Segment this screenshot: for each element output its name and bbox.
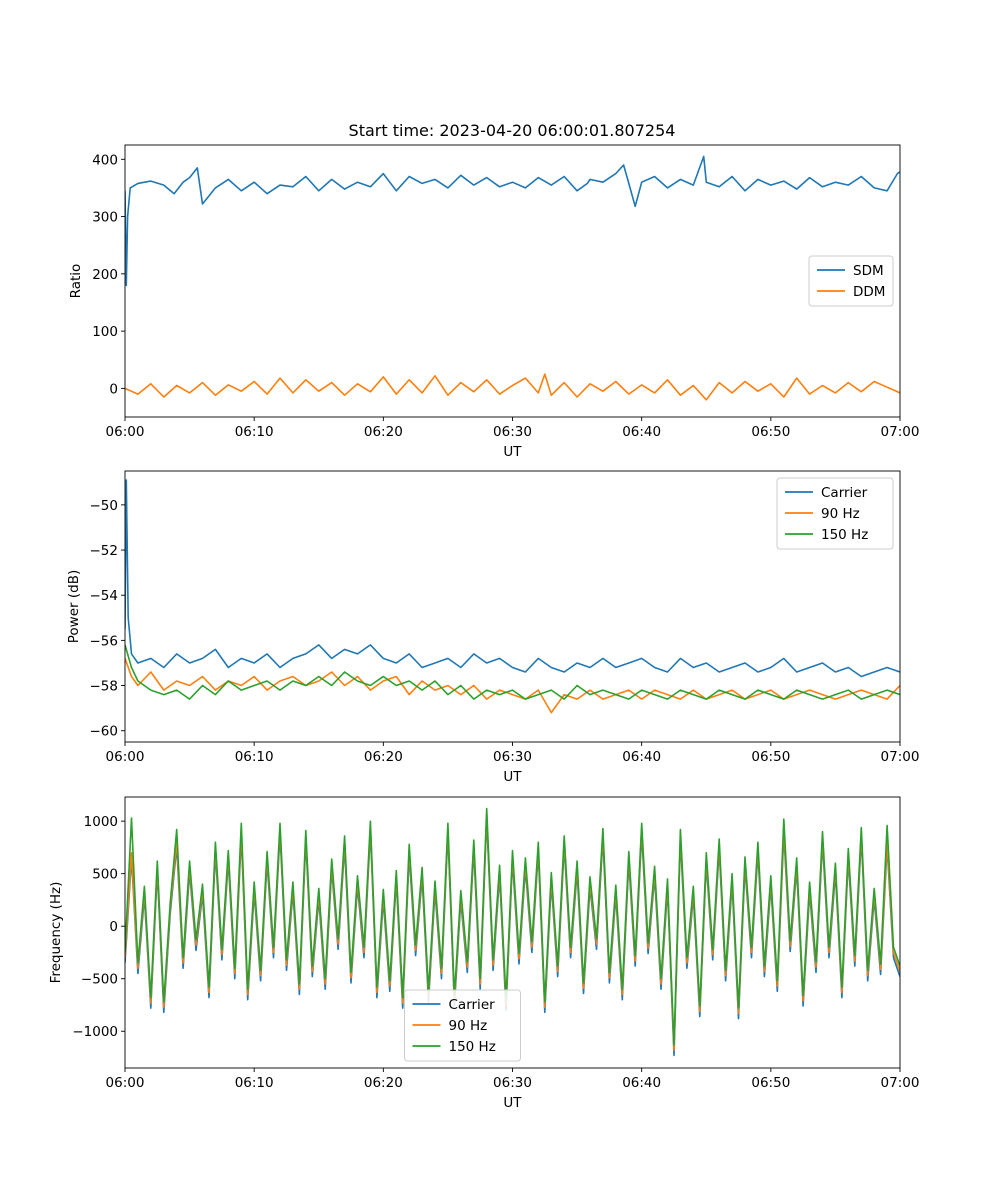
x-axis-label-ratio: UT: [503, 444, 522, 460]
legend-label-power: Carrier: [821, 485, 868, 501]
y-axis-label-frequency: Frequency (Hz): [48, 882, 64, 984]
panel-ratio: 06:00 06:10 06:20 06:30 06:40 06:50 07:00 0 100 2…: [68, 144, 920, 460]
x-tick-label-ratio: 06:10: [235, 424, 274, 440]
legend-frequency: Carrier 90 Hz 150 Hz: [404, 989, 521, 1062]
x-tick-label-frequency: 06:20: [364, 1075, 403, 1091]
chart-panels: 06:00 06:10 06:20 06:30 06:40 06:50 07:00 0 100 2…: [48, 144, 920, 1111]
x-axis-label-power: UT: [503, 769, 522, 785]
legend-power: Carrier 90 Hz 150 Hz: [776, 477, 894, 550]
legend-box-power: [776, 477, 894, 550]
figure-title: Start time: 2023-04-20 06:00:01.807254: [349, 121, 676, 140]
x-tick-label-power: 06:20: [364, 749, 403, 765]
x-tick-label-power: 06:30: [493, 749, 532, 765]
y-tick-label-power: −58: [90, 679, 119, 695]
y-tick-label-power: −50: [90, 498, 119, 514]
x-tick-label-frequency: 06:10: [235, 1075, 274, 1091]
y-tick-label-ratio: 300: [92, 210, 118, 226]
series-line-ratio-ddm: [125, 373, 900, 401]
panel-power: 06:00 06:10 06:20 06:30 06:40 06:50 07:00 −60 −5…: [66, 470, 920, 785]
legend-label-ratio: SDM: [853, 263, 884, 279]
y-tick-label-frequency: 500: [92, 867, 118, 883]
x-tick-label-power: 06:50: [751, 749, 790, 765]
x-tick-label-ratio: 06:20: [364, 424, 403, 440]
x-tick-label-frequency: 07:00: [881, 1075, 920, 1091]
plot-area-frequency: [125, 807, 900, 1057]
legend-box-frequency: [404, 989, 521, 1062]
legend-label-frequency: 90 Hz: [449, 1018, 488, 1034]
x-tick-label-ratio: 06:30: [493, 424, 532, 440]
x-tick-label-frequency: 06:40: [622, 1075, 661, 1091]
x-tick-label-frequency: 06:00: [106, 1075, 145, 1091]
y-tick-label-ratio: 200: [92, 267, 118, 283]
panel-frequency: 06:00 06:10 06:20 06:30 06:40 06:50 07:00 −1000…: [48, 796, 920, 1111]
legend-label-ratio: DDM: [853, 284, 885, 300]
legend-label-power: 90 Hz: [821, 506, 860, 522]
x-tick-label-ratio: 06:50: [751, 424, 790, 440]
series-line-ratio-sdm: [125, 155, 900, 287]
x-tick-label-frequency: 06:50: [751, 1075, 790, 1091]
y-tick-label-frequency: −500: [81, 972, 118, 988]
series-line-frequency-150-hz: [125, 807, 900, 1046]
x-axis-label-frequency: UT: [503, 1095, 522, 1111]
y-tick-label-power: −56: [90, 633, 119, 649]
x-tick-label-power: 06:00: [106, 749, 145, 765]
legend-label-frequency: Carrier: [449, 997, 496, 1013]
y-tick-label-frequency: 0: [109, 919, 118, 935]
x-tick-label-ratio: 06:00: [106, 424, 145, 440]
y-tick-label-frequency: 1000: [84, 814, 118, 830]
series-line-power-carrier: [125, 479, 900, 678]
legend-box-ratio: [808, 255, 894, 307]
plot-area-power: [125, 479, 900, 714]
y-tick-label-ratio: 100: [92, 324, 118, 340]
x-tick-label-power: 06:10: [235, 749, 274, 765]
x-tick-label-frequency: 06:30: [493, 1075, 532, 1091]
x-tick-label-power: 07:00: [881, 749, 920, 765]
y-tick-label-power: −60: [90, 724, 119, 740]
x-tick-label-ratio: 06:40: [622, 424, 661, 440]
y-tick-label-ratio: 0: [109, 381, 118, 397]
y-tick-label-ratio: 400: [92, 152, 118, 168]
x-tick-label-ratio: 07:00: [881, 424, 920, 440]
y-tick-label-power: −52: [90, 543, 119, 559]
legend-ratio: SDM DDM: [808, 255, 894, 307]
y-axis-label-power: Power (dB): [66, 570, 82, 643]
y-tick-label-frequency: −1000: [72, 1024, 118, 1040]
x-tick-label-power: 06:40: [622, 749, 661, 765]
y-axis-label-ratio: Ratio: [68, 264, 84, 299]
legend-label-frequency: 150 Hz: [449, 1039, 496, 1055]
legend-label-power: 150 Hz: [821, 527, 868, 543]
plot-area-ratio: [125, 155, 900, 401]
series-line-power-150-hz: [125, 644, 900, 700]
y-tick-label-power: −54: [90, 588, 119, 604]
